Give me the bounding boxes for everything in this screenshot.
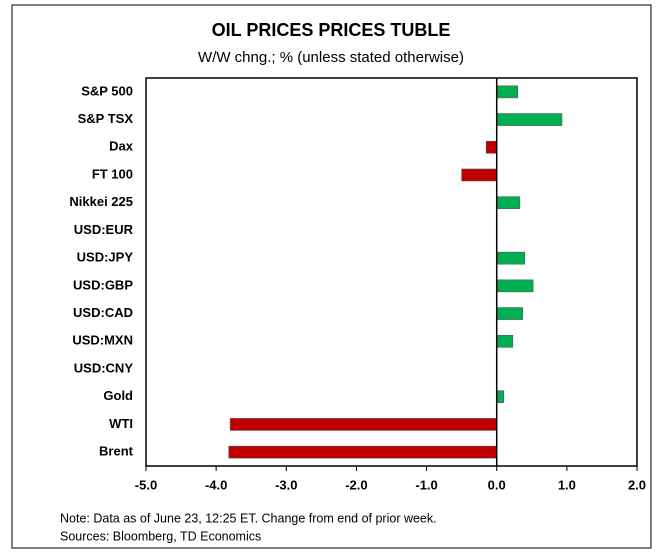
y-tick-label: Nikkei 225 bbox=[69, 194, 133, 209]
y-tick-label: USD:CAD bbox=[73, 305, 133, 320]
y-tick-label: USD:MXN bbox=[72, 333, 133, 348]
bar bbox=[496, 334, 514, 348]
bar bbox=[228, 445, 498, 459]
bar bbox=[229, 418, 498, 431]
y-tick-label: Gold bbox=[103, 388, 133, 403]
x-tick-label: 2.0 bbox=[628, 477, 646, 492]
bar bbox=[496, 279, 534, 293]
bar bbox=[496, 196, 521, 210]
y-tick-label: USD:CNY bbox=[74, 360, 134, 375]
y-tick-label: Dax bbox=[109, 139, 134, 154]
chart-subtitle: W/W chng.; % (unless stated otherwise) bbox=[198, 49, 464, 66]
plot-area bbox=[145, 77, 638, 467]
x-tick-label: -1.0 bbox=[415, 477, 437, 492]
note: Sources: Bloomberg, TD Economics bbox=[60, 529, 261, 543]
y-tick-label: FT 100 bbox=[92, 166, 133, 181]
y-tick-label: USD:JPY bbox=[77, 250, 134, 265]
bar bbox=[461, 168, 498, 182]
x-tick-label: -3.0 bbox=[275, 477, 297, 492]
note: Note: Data as of June 23, 12:25 ET. Chan… bbox=[60, 511, 437, 525]
bar bbox=[496, 307, 523, 320]
bar bbox=[496, 85, 519, 99]
y-tick-label: S&P TSX bbox=[78, 111, 134, 126]
x-tick-label: -2.0 bbox=[345, 477, 367, 492]
bar bbox=[485, 140, 498, 154]
bar bbox=[496, 113, 563, 126]
x-tick-label: -5.0 bbox=[135, 477, 157, 492]
y-tick-label: S&P 500 bbox=[81, 83, 133, 98]
x-tick-label: -4.0 bbox=[205, 477, 227, 492]
y-tick-label: USD:EUR bbox=[74, 222, 134, 237]
y-tick-label: USD:GBP bbox=[73, 277, 133, 292]
y-tick-label: Brent bbox=[99, 444, 134, 459]
bar bbox=[496, 390, 505, 404]
y-tick-label: WTI bbox=[109, 416, 133, 431]
x-tick-label: 0.0 bbox=[488, 477, 506, 492]
x-tick-label: 1.0 bbox=[558, 477, 576, 492]
bar bbox=[496, 251, 526, 265]
chart-title: OIL PRICES PRICES TUBLE bbox=[212, 20, 451, 40]
